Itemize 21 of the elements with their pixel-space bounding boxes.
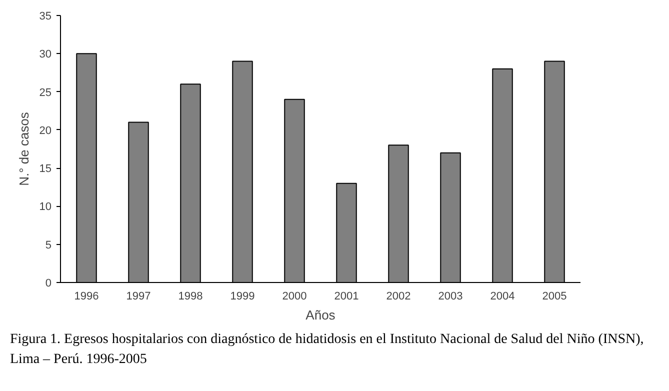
x-tick-label: 1998 [178,290,203,302]
y-tick-label: 5 [45,239,52,252]
x-tick-label: 1996 [74,290,99,302]
y-tick-label: 30 [39,48,52,61]
y-tick-label: 0 [45,278,52,290]
y-tick-label: 15 [39,163,52,176]
x-tick-label: 2005 [542,290,567,302]
x-axis-title: Años [306,308,336,322]
x-tick-label: 1997 [126,290,151,302]
x-tick-label: 2003 [438,290,463,302]
y-tick-label: 10 [39,201,52,214]
y-tick-label: 25 [39,86,52,99]
x-tick-label: 2002 [386,290,411,302]
y-axis-title: N.° de casos [16,112,32,186]
y-tick-label: 20 [39,124,52,137]
y-tick-label: 35 [39,10,52,22]
text: Figura 1. Egresos hospitalarios con diagnóstico de hidatidosis en el Instituto Nacional de Salud del Niño (INSN), Lima – Perú. 1996-2005 [10,331,645,369]
x-tick-label: 1999 [230,290,255,302]
x-tick-label: 2001 [334,290,359,302]
x-tick-label: 2000 [282,290,307,302]
x-tick-label: 2004 [490,290,515,302]
